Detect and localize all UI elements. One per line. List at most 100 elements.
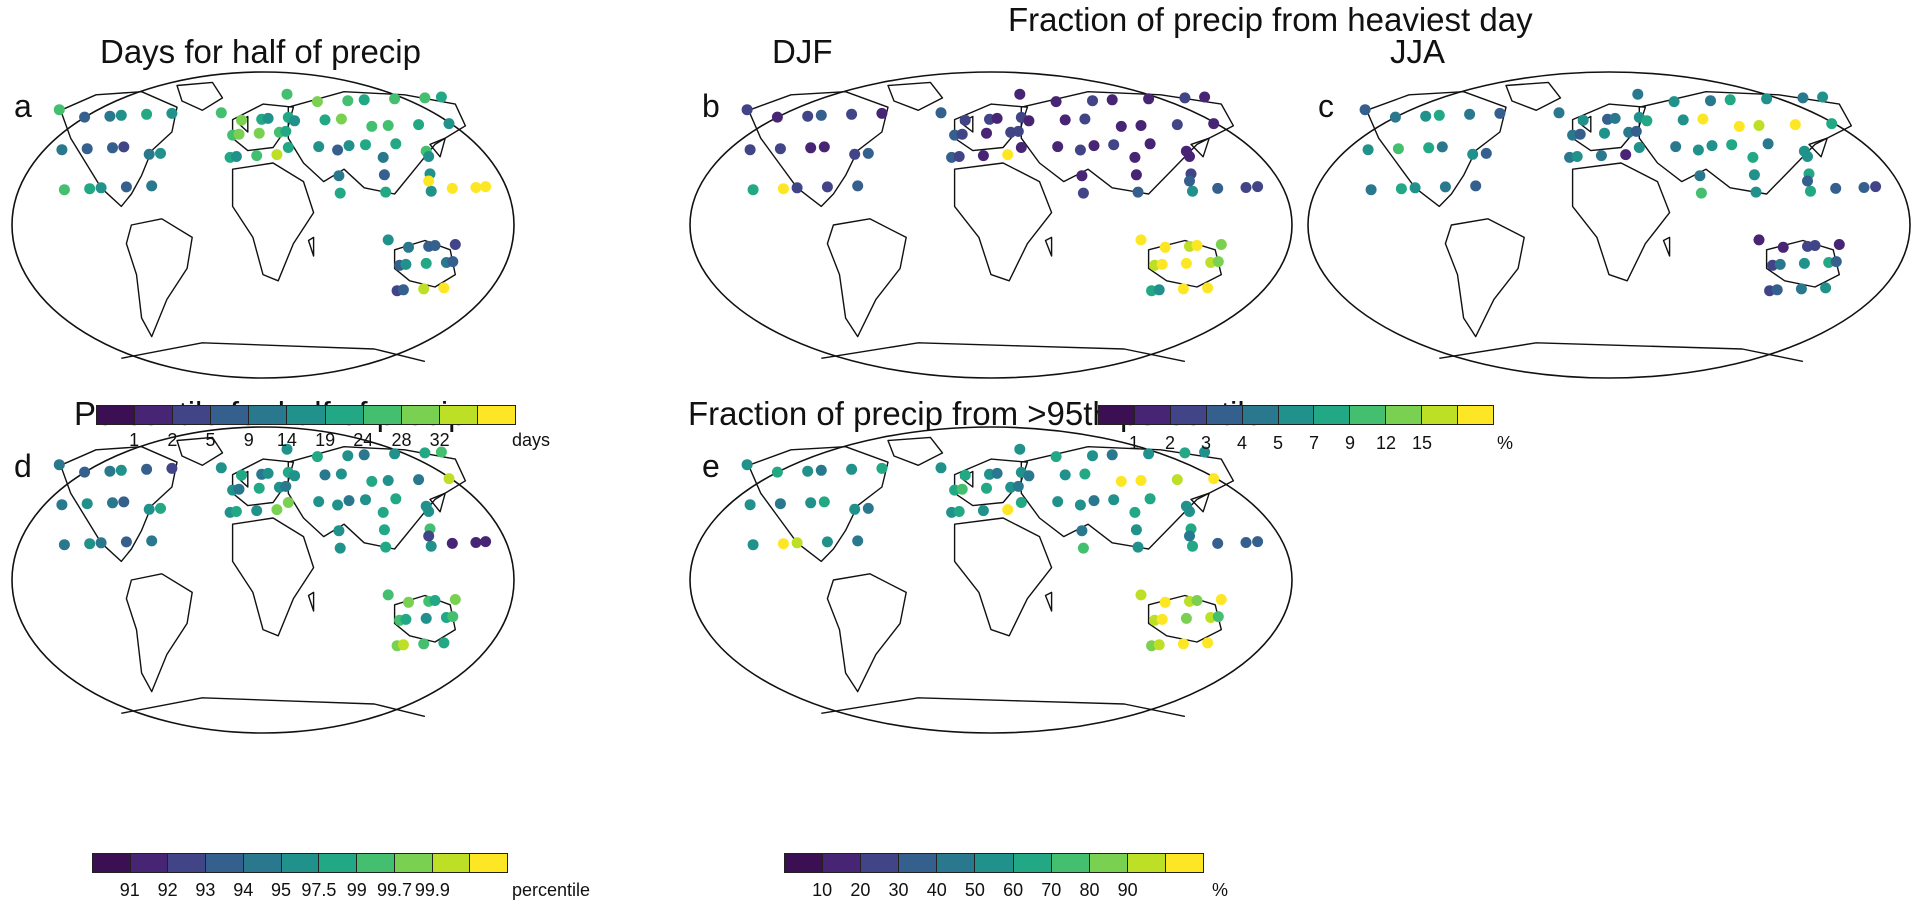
coastline-gl xyxy=(176,81,224,111)
coastline-na xyxy=(747,446,889,563)
station-marker-pac-2 xyxy=(470,537,482,548)
station-marker-pac-2 xyxy=(1858,182,1870,193)
coastline-af xyxy=(231,162,315,282)
station-marker-as-2 xyxy=(1184,151,1195,162)
colorbar-swatch-7 xyxy=(325,406,364,424)
station-marker-ru-8 xyxy=(319,469,331,481)
station-marker-eu-9 xyxy=(280,480,292,492)
station-marker-ru-17 xyxy=(1726,139,1738,151)
station-marker-ru-7 xyxy=(1641,115,1653,127)
station-marker-pac-3 xyxy=(1252,536,1264,548)
station-marker-us-15 xyxy=(821,536,833,548)
station-marker-ru-13 xyxy=(1208,118,1220,130)
station-marker-ru-12 xyxy=(413,474,425,486)
station-marker-eu-11 xyxy=(1571,151,1583,162)
station-marker-as-7 xyxy=(1132,186,1144,198)
coastline-md xyxy=(1662,236,1671,257)
station-marker-au-3 xyxy=(429,240,441,251)
station-marker-au-0 xyxy=(382,234,394,246)
station-marker-ru-6 xyxy=(435,446,447,458)
station-marker-us-16 xyxy=(1470,180,1482,192)
colorbar-swatch-2 xyxy=(823,854,862,872)
station-marker-au-12 xyxy=(418,638,430,650)
station-marker-ru-1 xyxy=(1050,451,1062,463)
tick-e-2: 20 xyxy=(850,880,871,900)
station-marker-as-4 xyxy=(1748,169,1760,181)
station-marker-as-7 xyxy=(380,541,392,553)
coastline-af xyxy=(1571,162,1671,282)
panel-a-label: a xyxy=(14,88,32,124)
station-marker-ru-17 xyxy=(1108,494,1120,506)
station-marker-ru-17 xyxy=(360,494,371,506)
tick-a-2: 2 xyxy=(167,430,178,450)
station-marker-eu-9 xyxy=(280,125,292,137)
station-marker-us-14 xyxy=(95,537,107,549)
station-marker-us-9 xyxy=(118,496,130,508)
station-marker-ru-16 xyxy=(1706,140,1718,152)
colorbar-swatch-11 xyxy=(1458,406,1493,424)
station-marker-as-8 xyxy=(1187,185,1198,197)
station-marker-au-4 xyxy=(1833,239,1845,250)
station-marker-pac-0 xyxy=(423,530,435,542)
station-marker-au-12 xyxy=(418,283,430,295)
station-marker-ru-13 xyxy=(1826,118,1838,130)
tick-b-5: 5 xyxy=(1272,433,1283,453)
station-marker-as-3 xyxy=(1694,170,1706,182)
station-marker-au-12 xyxy=(1795,283,1807,295)
map-panel-d xyxy=(11,426,515,734)
colorbar-swatch-10 xyxy=(432,854,471,872)
station-marker-us-11 xyxy=(862,147,874,159)
station-marker-us-7 xyxy=(774,498,786,510)
colorbar-swatch-5 xyxy=(243,854,282,872)
station-marker-ru-5 xyxy=(1179,92,1191,104)
panel-a-title: Days for half of precip xyxy=(100,33,421,70)
station-marker-as-4 xyxy=(1130,524,1142,536)
station-marker-au-1 xyxy=(403,241,414,253)
colorbar-swatch-10 xyxy=(1422,406,1459,424)
station-marker-au-11 xyxy=(1153,639,1165,651)
station-marker-us-6 xyxy=(744,499,756,511)
station-marker-as-0 xyxy=(1074,499,1086,511)
station-marker-us-5 xyxy=(166,107,178,119)
coastline-as xyxy=(287,446,467,550)
coastline-af xyxy=(231,517,315,637)
station-marker-us-10 xyxy=(143,148,155,160)
coastline-md xyxy=(1044,236,1053,257)
tick-b-6: 7 xyxy=(1309,433,1320,453)
station-marker-ru-9 xyxy=(335,113,347,125)
coastline-sa xyxy=(125,573,193,693)
station-marker-us-15 xyxy=(120,181,132,193)
station-marker-eu-6 xyxy=(956,483,968,495)
station-marker-ru-18 xyxy=(1144,493,1156,505)
station-marker-eu-7 xyxy=(253,482,265,494)
station-marker-ru-6 xyxy=(1817,91,1829,103)
station-marker-us-15 xyxy=(1439,181,1451,193)
station-marker-au-6 xyxy=(1156,613,1168,625)
station-marker-eu-0 xyxy=(935,107,947,119)
colorbar-swatch-1 xyxy=(1099,406,1135,424)
coastline-sa xyxy=(1444,218,1525,338)
station-marker-us-8 xyxy=(107,142,118,154)
station-marker-ru-18 xyxy=(390,493,402,505)
station-marker-us-10 xyxy=(849,148,861,160)
tick-d-2: 92 xyxy=(157,880,178,900)
station-marker-eu-1 xyxy=(959,469,971,481)
station-marker-au-0 xyxy=(382,589,394,601)
colorbar-e-unit: % xyxy=(1212,880,1229,900)
station-marker-pac-0 xyxy=(1802,175,1813,187)
station-marker-ru-8 xyxy=(1059,469,1071,481)
station-marker-ru-3 xyxy=(1106,449,1118,461)
station-marker-ru-11 xyxy=(1135,120,1147,131)
station-marker-ru-0 xyxy=(1632,88,1644,100)
station-marker-ru-5 xyxy=(419,447,431,459)
station-marker-us-13 xyxy=(777,183,789,195)
station-marker-as-8 xyxy=(425,185,437,197)
colorbar-swatch-7 xyxy=(1013,854,1052,872)
station-marker-us-4 xyxy=(846,108,858,120)
station-marker-ru-1 xyxy=(311,96,323,108)
coastline-md xyxy=(1044,591,1053,612)
colorbar-swatch-8 xyxy=(363,406,402,424)
coastline-jp xyxy=(1190,492,1210,513)
station-marker-us-16 xyxy=(146,535,158,547)
station-marker-au-3 xyxy=(1191,240,1203,251)
